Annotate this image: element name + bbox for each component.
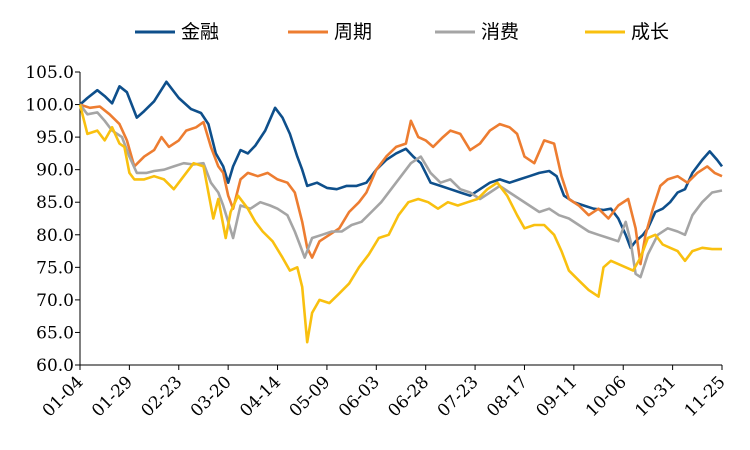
- x-tick-label: 11-25: [681, 372, 730, 421]
- x-tick-label: 02-23: [138, 372, 187, 421]
- legend-label: 金融: [181, 21, 219, 43]
- x-tick-label: 05-09: [286, 372, 335, 421]
- x-tick-label: 04-14: [236, 372, 285, 421]
- legend-label: 周期: [334, 21, 372, 43]
- y-tick-label: 105.0: [25, 63, 74, 83]
- y-tick-label: 70.0: [36, 291, 74, 311]
- y-axis: 60.0 65.0 70.0 75.0 80.0 85.0 90.0 95.0 100.0 105…: [25, 63, 81, 376]
- y-tick-label: 85.0: [36, 193, 74, 213]
- y-tick-label: 90.0: [36, 161, 74, 181]
- y-tick-label: 95.0: [36, 128, 74, 148]
- y-tick-label: 65.0: [36, 323, 74, 343]
- x-tick-label: 07-23: [434, 372, 483, 421]
- series-group: [78, 80, 724, 344]
- x-axis: 01-04 01-29 02-23 03-20 04-14 05-09 06-03 06-28…: [39, 364, 730, 421]
- x-tick-label: 08-17: [483, 372, 532, 421]
- legend: 金融 周期 消费 成长: [135, 21, 669, 43]
- x-tick-label: 06-28: [384, 372, 433, 421]
- y-tick-label: 60.0: [36, 356, 74, 376]
- series-line-3: [78, 103, 723, 279]
- x-tick-label: 01-29: [88, 372, 137, 421]
- series-line-2: [79, 103, 723, 266]
- x-tick-label: 01-04: [39, 372, 88, 421]
- y-tick-label: 80.0: [36, 226, 74, 246]
- x-tick-label: 09-11: [533, 372, 582, 421]
- y-tick-label: 100.0: [25, 96, 74, 116]
- legend-label: 成长: [631, 21, 669, 43]
- legend-label: 消费: [481, 21, 519, 43]
- series-line-4: [78, 104, 722, 344]
- x-tick-label: 10-31: [631, 372, 680, 421]
- x-tick-label: 10-06: [582, 372, 631, 421]
- x-tick-label: 06-03: [335, 372, 384, 421]
- y-tick-label: 75.0: [36, 258, 74, 278]
- x-tick-label: 03-20: [187, 372, 236, 421]
